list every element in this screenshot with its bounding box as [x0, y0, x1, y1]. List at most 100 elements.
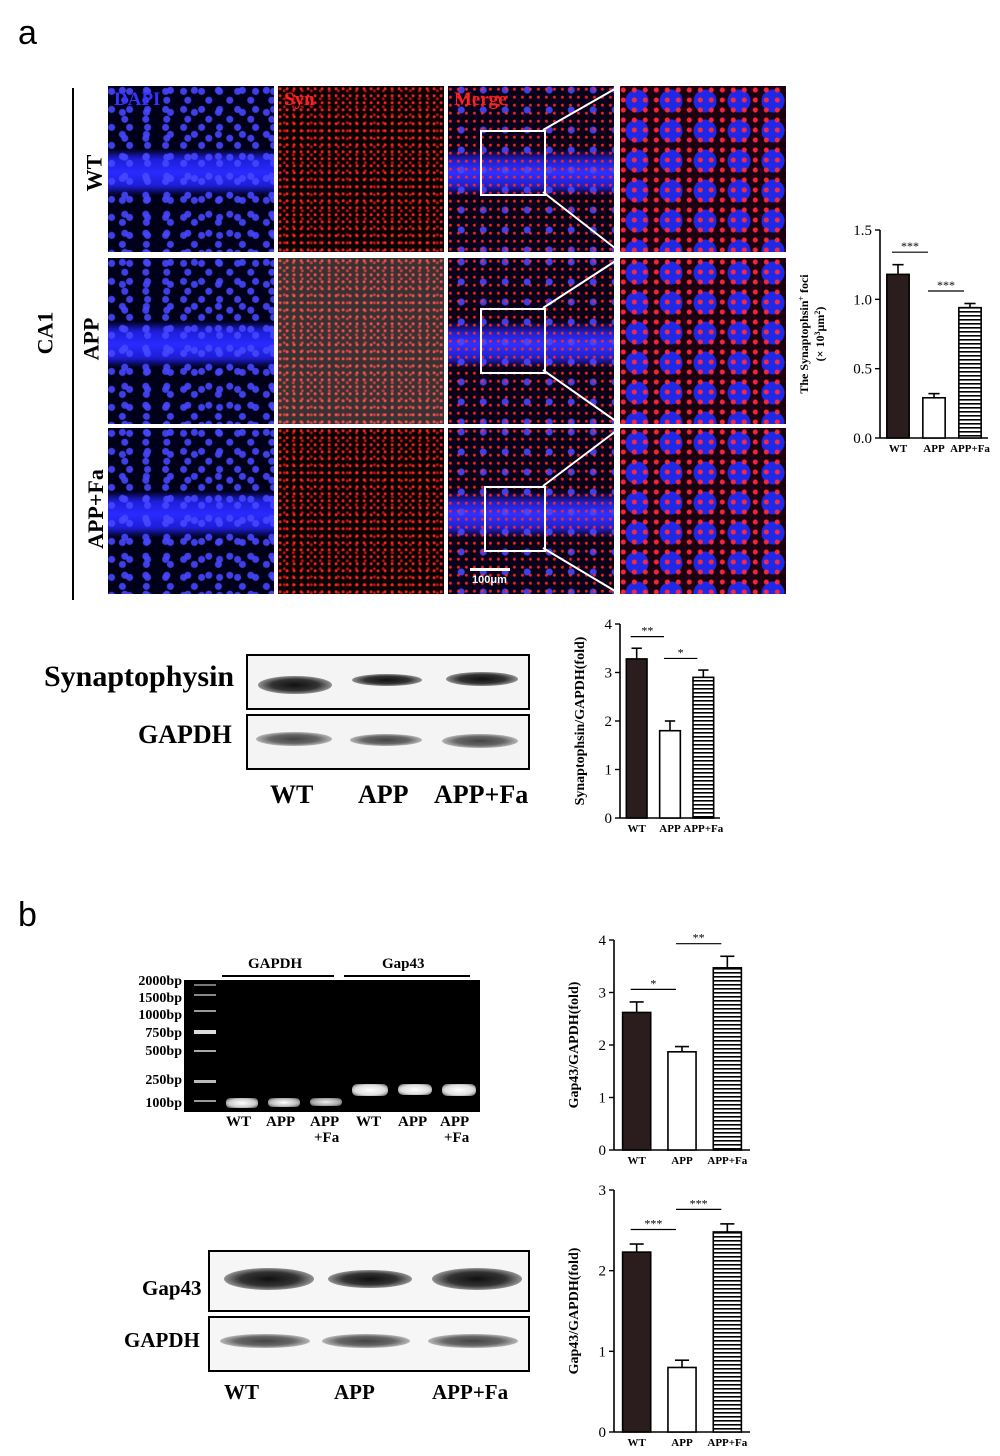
- gel-group-gapdh-line: [222, 975, 334, 977]
- column-label-dapi: DAPI: [114, 89, 161, 110]
- micrograph-dapi-app: [108, 258, 274, 424]
- scale-bar-label: 100μm: [472, 574, 507, 586]
- y-axis-label: Gap43/GAPDH(fold): [567, 981, 582, 1108]
- blot-band: [352, 674, 422, 686]
- bar-app: [658, 729, 682, 819]
- y-tick-label: 1.5: [853, 223, 872, 239]
- micrograph-merge-wt: Merge: [448, 86, 614, 252]
- lane-label-app-b: APP: [334, 1380, 375, 1404]
- y-tick-label: 2: [605, 714, 613, 730]
- panel-b-letter: b: [18, 896, 37, 934]
- significance-label: **: [641, 624, 653, 638]
- y-tick-label: 0: [605, 811, 613, 827]
- agarose-gel: [184, 980, 480, 1112]
- ladder-band: [194, 1050, 216, 1052]
- ladder-label: 1000bp: [138, 1008, 182, 1023]
- zoom-box: [480, 130, 546, 196]
- ladder-band: [194, 1010, 216, 1012]
- significance-label: ***: [901, 239, 919, 253]
- gel-lane-label: APP: [266, 1114, 296, 1130]
- y-axis-label-unit: (× 103μm2): [813, 307, 828, 362]
- y-tick-label: 1: [605, 763, 613, 779]
- micrograph-syn-wt: Syn: [278, 86, 444, 252]
- ladder-band: [194, 1100, 216, 1102]
- bar-wt: [625, 658, 648, 819]
- gel-lane-label: APP: [440, 1114, 470, 1130]
- blot-label-gapdh-b: GAPDH: [124, 1328, 200, 1352]
- bar-wt: [886, 273, 910, 439]
- y-tick-label: 0: [599, 1425, 607, 1441]
- x-tick-label: APP+Fa: [683, 823, 723, 835]
- x-tick-label: WT: [627, 823, 646, 835]
- y-tick-label: 4: [605, 617, 613, 633]
- y-tick-label: 1: [599, 1091, 607, 1107]
- gel-lane-label: APP: [310, 1114, 340, 1130]
- micrograph-dapi-app-fa: [108, 428, 274, 594]
- significance-label: ***: [690, 1196, 708, 1210]
- y-tick-label: 2: [599, 1038, 607, 1054]
- y-axis-label: The Synaptophsin+ foci: [797, 274, 812, 394]
- gel-group-gap43: Gap43: [382, 956, 425, 972]
- ladder-label: 500bp: [145, 1044, 182, 1059]
- significance-label: **: [693, 931, 705, 945]
- lane-label-app-fa: APP+Fa: [434, 780, 529, 809]
- gel-group-gap43-line: [344, 975, 470, 977]
- gel-lane-label: APP: [398, 1114, 428, 1130]
- blot-band: [350, 734, 422, 746]
- y-tick-label: 1.0: [853, 292, 872, 308]
- micrograph-zoom-app: [620, 258, 786, 424]
- column-label-merge: Merge: [454, 89, 507, 110]
- bar-app: [922, 396, 946, 439]
- y-tick-label: 3: [605, 666, 613, 682]
- y-tick-label: 3: [599, 986, 607, 1002]
- bar-app-fa: [712, 967, 743, 1151]
- gel-lane-label: WT: [226, 1114, 252, 1130]
- lane-label-wt: WT: [270, 780, 314, 809]
- bar-app: [667, 1051, 697, 1151]
- x-tick-label: APP: [923, 443, 945, 455]
- bar-app-fa: [958, 306, 982, 439]
- x-tick-label: WT: [627, 1155, 646, 1167]
- gel-band: [268, 1098, 300, 1107]
- bar-app-fa: [692, 676, 715, 819]
- micrograph-dapi-wt: DAPI: [108, 86, 274, 252]
- micrograph-zoom-wt: [620, 86, 786, 252]
- bar-wt: [621, 1011, 652, 1151]
- gap43-blot: [208, 1250, 530, 1312]
- ca1-bracket-line: [72, 88, 74, 600]
- micrograph-syn-app: [278, 258, 444, 424]
- gel-band: [310, 1098, 342, 1106]
- ladder-band: [194, 1080, 216, 1083]
- gel-lane-sublabel: +Fa: [314, 1130, 340, 1146]
- ladder-band: [194, 984, 216, 986]
- ladder-label: 250bp: [145, 1073, 182, 1088]
- y-tick-label: 4: [599, 933, 607, 949]
- bar-wt: [621, 1251, 652, 1433]
- significance-label: *: [650, 976, 656, 990]
- x-tick-label: APP+Fa: [707, 1437, 747, 1449]
- zoom-box: [484, 486, 546, 552]
- blot-band: [258, 676, 332, 694]
- x-tick-label: APP: [671, 1437, 693, 1449]
- ladder-band: [194, 1030, 216, 1034]
- gel-band: [226, 1098, 258, 1108]
- blot-band: [428, 1334, 518, 1348]
- ladder-label: 100bp: [145, 1096, 182, 1111]
- gel-band: [398, 1084, 432, 1095]
- micrograph-syn-app-fa: [278, 428, 444, 594]
- gapdh-blot-b: [208, 1316, 530, 1372]
- gel-band: [352, 1084, 388, 1096]
- blot-band: [446, 672, 518, 686]
- blot-band: [224, 1268, 314, 1290]
- y-axis-label: Synaptophsin/GAPDH(fold): [573, 636, 588, 805]
- y-tick-label: 0.5: [853, 362, 872, 378]
- gel-lane-sublabel: +Fa: [444, 1130, 470, 1146]
- ladder-label: 2000bp: [138, 974, 182, 989]
- y-tick-label: 3: [599, 1183, 607, 1199]
- bar-app-fa: [712, 1231, 743, 1433]
- blot-label-gap43: Gap43: [142, 1276, 202, 1300]
- x-tick-label: WT: [889, 443, 908, 455]
- y-tick-label: 0: [599, 1143, 607, 1159]
